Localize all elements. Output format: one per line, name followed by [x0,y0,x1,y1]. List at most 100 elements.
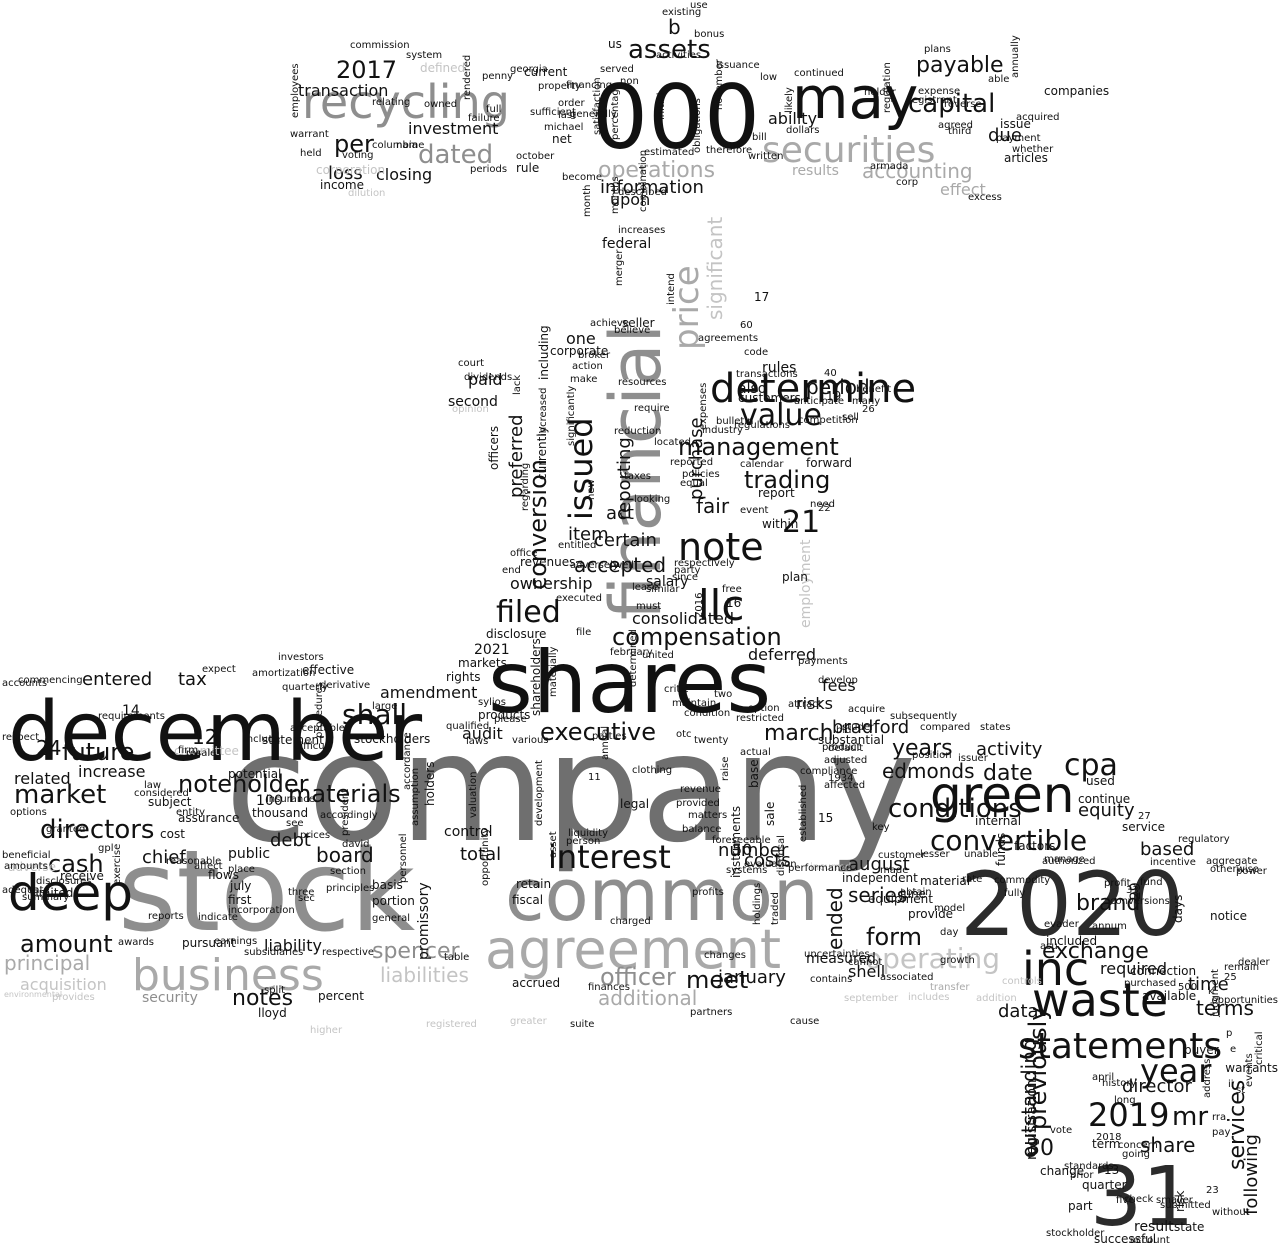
cloud-word: opinion [452,404,489,415]
cloud-word: april [1092,1072,1114,1083]
cloud-word: resources [618,377,666,388]
cloud-word: change [1040,1164,1084,1178]
cloud-word: existing [662,7,701,18]
cloud-word: prior [1070,1170,1094,1181]
cloud-word: related [14,769,71,788]
cloud-word: history [1102,1078,1136,1089]
cloud-word: security [142,990,198,1006]
cloud-word: promissory [416,882,432,960]
cloud-word: concern [1118,1140,1158,1151]
cloud-word: report [758,486,795,500]
cloud-word: 16 [726,596,741,610]
cloud-word: item [568,524,609,545]
cloud-word: revenues [520,555,575,569]
cloud-word: holders [423,762,437,806]
cloud-word: contains [810,974,852,985]
cloud-word: business [132,950,324,1001]
cloud-word: customers [738,391,801,405]
cloud-word: critic [664,684,689,695]
cloud-word: environmental [4,990,62,999]
cloud-word: controls [1002,976,1042,987]
cloud-word: data [998,1001,1039,1022]
cloud-word: following [1241,1134,1262,1215]
cloud-word: quarter [1082,1178,1127,1192]
cloud-word: industry [702,425,743,436]
cloud-word: connection [1130,964,1196,978]
cloud-word: edmonds [882,759,975,783]
cloud-word: need [810,499,835,510]
cloud-word: regulation [882,62,893,113]
cloud-word: annum [1092,921,1127,932]
cloud-word: power [1236,866,1268,877]
cloud-word: flows [208,868,239,882]
cloud-word: incentive [1150,857,1196,868]
cloud-word: system [406,50,442,61]
cloud-word: loss [328,163,363,184]
cloud-word: purchased [1124,978,1176,989]
cloud-word: intend [666,273,677,305]
cloud-word: stockholder [1046,1228,1105,1239]
cloud-word: dilution [348,188,385,199]
cloud-word: executive [540,718,656,746]
cloud-word: failure [468,113,500,124]
cloud-word: spencer [372,939,461,964]
cloud-word: suite [570,1019,594,1030]
cloud-word: statement [262,733,324,747]
cloud-word: please [494,714,527,725]
cloud-word: conversions [1110,896,1170,907]
cloud-word: commission [350,40,410,51]
cloud-word: associated [880,972,934,983]
cloud-word: august [848,854,910,875]
cloud-word: respect [2,732,39,743]
cloud-word: michael [544,122,583,133]
cloud-word: subsidiaries [244,947,303,958]
cloud-word: bill [752,132,767,143]
cloud-word: asset [548,831,559,858]
cloud-word: based [1140,839,1194,860]
cloud-word: time [1188,974,1229,995]
cloud-word: performance [788,863,852,874]
cloud-word: adjusted [824,755,867,766]
cloud-word: annual [600,726,611,760]
cloud-word: armada [870,161,908,172]
cloud-word: inc [1022,942,1089,996]
cloud-word: agreed [938,120,973,131]
cloud-word: condition [684,708,730,719]
cloud-word: issuer [958,753,989,764]
cloud-word: provided [676,798,720,809]
cloud-word: 29 [1128,882,1144,900]
cloud-word: dividends [464,372,512,383]
cloud-word: finances [588,982,630,993]
cloud-word: merger [614,249,625,286]
cloud-word: executed [556,593,602,604]
cloud-word: beneficial [2,850,50,861]
cloud-word: meet [686,966,748,994]
cloud-word: disposal [776,835,787,876]
cloud-word: tax [178,669,207,690]
cloud-word: bradford [832,717,909,738]
cloud-word: financial [595,324,677,620]
cloud-word: earnings [214,936,257,947]
cloud-word: significant [703,217,727,320]
cloud-word: cash [48,850,104,878]
cloud-word: anticipate [794,396,844,407]
cloud-word: holder [864,87,897,98]
cloud-word: basis [372,878,403,892]
cloud-word: person [566,836,600,847]
cloud-word: achieve [590,318,629,329]
cloud-word: note [678,525,764,569]
cloud-word: policies [682,469,720,480]
cloud-word: critical [1254,1032,1265,1066]
cloud-word: uncertainties [804,949,870,960]
cloud-word: shall [342,698,407,731]
cloud-word: evader [1044,919,1080,930]
cloud-word: shares [488,633,771,733]
cloud-word: one [566,329,596,348]
cloud-word: respectively [674,558,735,569]
cloud-word: firm [178,745,198,756]
cloud-word: public [228,846,270,862]
cloud-word: similar [646,584,680,595]
cloud-word: measured [806,951,876,967]
cloud-word: limited [32,886,73,900]
cloud-word: amortization [252,668,315,679]
